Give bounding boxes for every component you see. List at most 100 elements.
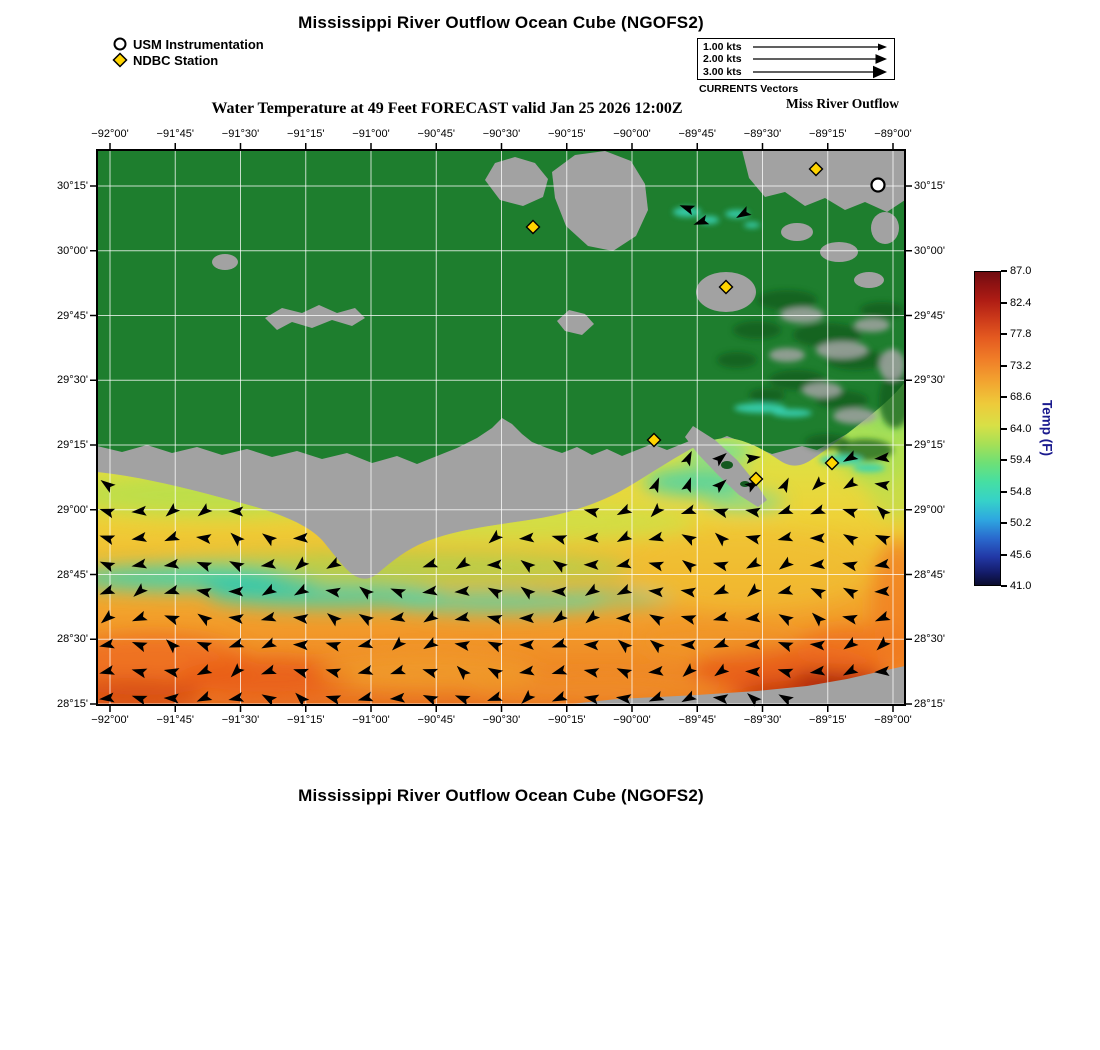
lat-tick-label: 29°30' [914,374,945,387]
colorbar-tick-label: 54.8 [1010,485,1032,498]
current-arrow [714,663,730,677]
current-arrow [551,664,568,675]
current-arrow [99,692,115,703]
current-arrow [454,611,471,622]
current-arrow [693,214,710,225]
key-speed-label: 2.00 kts [703,53,742,65]
current-arrow [325,668,342,679]
current-arrow [874,666,890,677]
current-arrow [616,583,633,596]
current-arrow [520,559,536,574]
current-arrow [778,556,794,570]
currents-vector-key: 1.00 kts 2.00 kts 3.00 kts [697,38,895,80]
current-arrow [456,665,471,681]
current-arrow [551,586,567,597]
current-arrow [293,583,310,596]
current-arrow [163,584,180,595]
currents-key-caption: CURRENTS Vectors [699,83,799,95]
current-arrow [843,636,859,650]
current-arrow [133,583,148,597]
current-arrow [260,664,277,675]
current-arrow [229,561,245,573]
lat-tick-label: 28°45' [57,568,88,581]
current-arrow [486,615,503,625]
current-arrow [712,561,729,572]
current-arrow [680,639,696,650]
current-arrow [131,695,148,706]
usm-station-marker [870,177,886,193]
current-arrow [262,533,278,547]
key-arrow-icon [751,40,889,54]
current-arrow [874,452,890,463]
lon-tick-label: −92°00' [91,128,129,140]
current-arrow [648,587,664,598]
key-row: 3.00 kts [703,65,889,78]
current-arrow [131,558,148,569]
lat-tick-label: 29°00' [57,503,88,516]
lon-tick-label: −91°30' [221,128,260,140]
current-arrow [745,534,761,545]
current-arrow [712,479,727,494]
current-arrow [682,663,697,678]
current-arrow [876,505,891,520]
current-arrow [422,585,438,596]
current-arrow [293,668,309,679]
colorbar-axis-label: Temp (F) [1039,400,1055,456]
usm-circle-icon [113,37,127,51]
current-arrow [681,690,697,703]
current-arrow [163,668,180,678]
current-arrow [99,561,116,573]
current-arrow [423,610,439,623]
lon-tick-label: −90°30' [482,128,521,140]
current-arrow [99,535,116,546]
ndbc-station-marker [646,432,662,448]
ndbc-station-marker [525,219,541,235]
bottom-shelf-gray [561,666,905,705]
current-arrow [260,611,277,622]
current-arrow [583,559,599,570]
current-arrow [777,642,794,653]
island-gray [871,212,899,244]
current-arrow [131,610,148,622]
current-arrow [357,691,374,702]
ndbc-diamond-icon [112,52,128,68]
lon-tick-label: −90°15' [548,128,586,140]
current-arrow [131,668,148,679]
current-arrow [197,503,213,517]
current-arrow [874,586,890,597]
current-arrow [842,450,859,462]
current-arrow [712,611,729,622]
lon-tick-label: −90°00' [613,128,651,140]
current-arrow [680,615,697,625]
current-arrow [165,639,181,654]
current-arrow [747,692,762,707]
current-arrow [164,530,180,542]
lat-tick-label: 29°15' [57,439,88,451]
current-arrow [100,609,116,624]
map-subtitle: Water Temperature at 49 Feet FORECAST va… [211,100,683,117]
lon-tick-label: −89°30' [743,714,782,726]
ndbc-station-marker [824,455,840,471]
lon-tick-label: −91°15' [287,714,325,726]
current-arrow [292,614,309,625]
current-arrow [778,614,794,627]
current-arrow [486,559,502,570]
lat-tick-label: 30°15' [57,180,88,192]
northshore-gray [742,150,905,212]
lon-tick-label: −92°00' [91,714,129,726]
current-arrow [519,665,535,676]
lon-tick-label: −91°30' [221,714,260,726]
current-arrow [648,561,665,572]
current-arrow [874,610,891,622]
lat-tick-label: 30°15' [914,180,945,192]
current-arrow [615,613,631,624]
page-title: Mississippi River Outflow Ocean Cube (NG… [298,13,704,32]
current-arrow [196,664,213,676]
current-arrow [131,531,148,542]
current-arrow [874,558,890,569]
legend-ndbc-row: NDBC Station [112,52,264,68]
current-arrow [617,639,633,654]
lon-tick-label: −91°00' [352,128,390,140]
current-arrow [551,535,568,545]
current-arrow [521,689,536,704]
